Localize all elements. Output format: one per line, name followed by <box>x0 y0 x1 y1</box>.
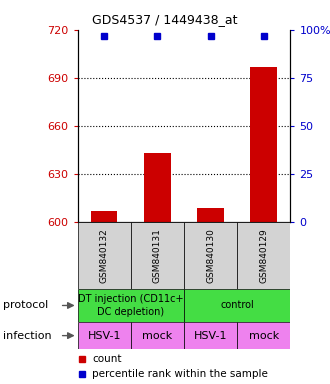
Text: GSM840130: GSM840130 <box>206 228 215 283</box>
Bar <box>237 222 290 289</box>
Bar <box>78 322 131 349</box>
Text: mock: mock <box>249 331 279 341</box>
Text: GSM840131: GSM840131 <box>153 228 162 283</box>
Text: GSM840132: GSM840132 <box>100 228 109 283</box>
Text: GSM840129: GSM840129 <box>259 228 268 283</box>
Text: percentile rank within the sample: percentile rank within the sample <box>92 369 268 379</box>
Text: mock: mock <box>142 331 173 341</box>
Bar <box>184 322 237 349</box>
Text: HSV-1: HSV-1 <box>194 331 227 341</box>
Bar <box>237 322 290 349</box>
Bar <box>197 207 224 222</box>
Text: control: control <box>220 300 254 311</box>
Bar <box>184 222 237 289</box>
Bar <box>144 153 171 222</box>
Text: HSV-1: HSV-1 <box>87 331 121 341</box>
Bar <box>184 289 290 322</box>
Text: count: count <box>92 354 122 364</box>
Bar <box>91 211 117 222</box>
Text: protocol: protocol <box>3 300 49 311</box>
Text: DT injection (CD11c+
DC depletion): DT injection (CD11c+ DC depletion) <box>78 294 183 317</box>
Bar <box>78 289 184 322</box>
Bar <box>250 67 277 222</box>
Text: GDS4537 / 1449438_at: GDS4537 / 1449438_at <box>92 13 238 26</box>
Text: infection: infection <box>3 331 52 341</box>
Bar <box>131 322 184 349</box>
Bar <box>131 222 184 289</box>
Bar <box>78 222 131 289</box>
